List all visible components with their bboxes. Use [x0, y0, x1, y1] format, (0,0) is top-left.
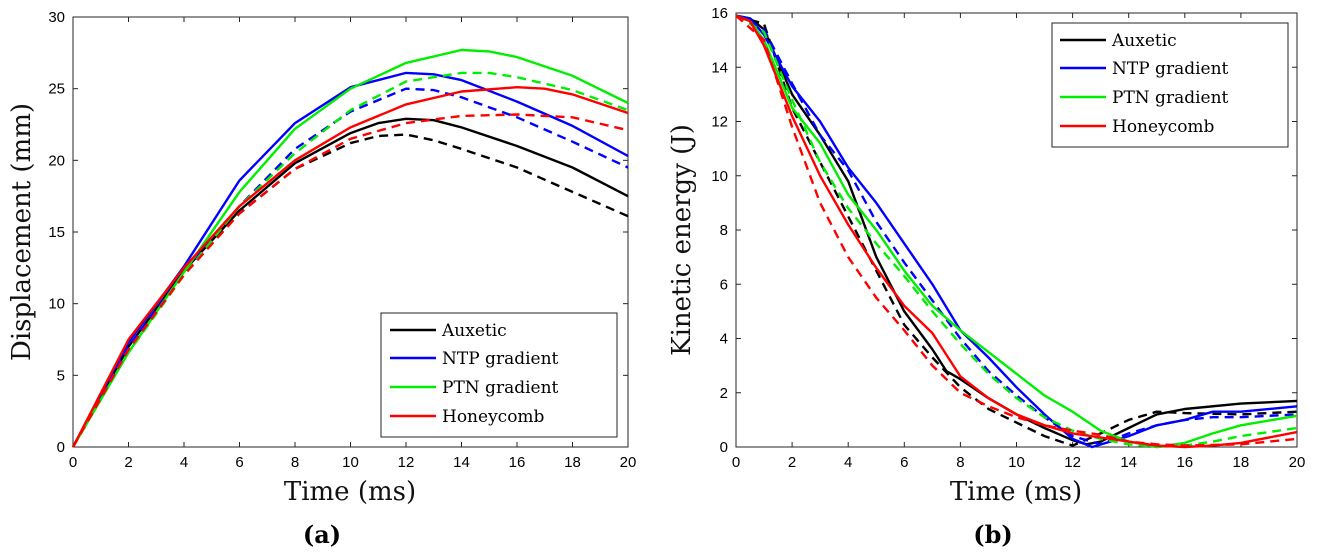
panel-b-y-tick-label: 16 [711, 5, 728, 22]
panel-a-legend-ntp: NTP gradient [442, 349, 559, 369]
panel-b-x-tick-label: 18 [1233, 454, 1250, 471]
panel-b-kinetic-energy-chart: 0 2 4 6 8 10 12 14 16 18 20 0 2 4 6 8 10 12 14 16 Kinetic e… [667, 5, 1305, 549]
panel-a-y-tick-label: 0 [57, 439, 65, 456]
panel-a-x-tick-label: 14 [453, 454, 470, 471]
panel-a-x-axis-label: Time (ms) [284, 477, 416, 507]
panel-a-x-tick-label: 8 [291, 454, 299, 471]
panel-a-y-tick-label: 20 [48, 152, 65, 169]
panel-a-series-honeycomb [71, 85, 629, 448]
panel-a-series-ptn-gradient [71, 48, 629, 448]
panel-a-x-tick-label: 2 [124, 454, 132, 471]
panel-a-x-tick-label: 18 [564, 454, 581, 471]
panel-a-x-tick-label: 4 [180, 454, 188, 471]
panel-a-x-tick-label: 6 [235, 454, 243, 471]
panel-b-caption: (b) [973, 520, 1013, 549]
panel-b-x-tick-label: 12 [1064, 454, 1081, 471]
panel-a-legend: Auxetic NTP gradient PTN gradient Honeyc… [380, 312, 618, 438]
panel-a-x-tick-label: 10 [342, 454, 359, 471]
panel-b-legend: Auxetic NTP gradient PTN gradient Honeyc… [1051, 22, 1289, 148]
panel-a-legend-honeycomb: Honeycomb [442, 407, 545, 427]
panel-b-legend-honeycomb: Honeycomb [1112, 117, 1215, 137]
panel-a-series-ptn-gradient-dashed [71, 71, 629, 448]
panel-b-x-tick-label: 10 [1008, 454, 1025, 471]
panel-b-series-ntp-gradient-dashed [735, 14, 1298, 446]
panel-a-series-honeycomb-dashed [71, 113, 629, 448]
panel-b-y-tick-label: 8 [720, 222, 728, 239]
panel-a-series-ntp-gradient-dashed [71, 87, 629, 448]
panel-b-y-tick-label: 12 [711, 114, 728, 131]
panel-b-y-tick-label: 2 [720, 385, 728, 402]
panel-b-y-tick-label: 6 [720, 276, 728, 293]
panel-a-y-tick-label: 30 [48, 9, 65, 26]
panel-b-legend-auxetic: Auxetic [1111, 31, 1177, 51]
panel-b-y-axis-label: Kinetic energy (J) [667, 124, 697, 356]
panel-b-x-tick-label: 0 [732, 454, 740, 471]
panel-a-x-tick-label: 20 [620, 454, 637, 471]
panel-b-x-tick-label: 8 [956, 454, 964, 471]
panel-a-y-tick-label: 25 [48, 81, 65, 98]
panel-b-legend-ntp: NTP gradient [1112, 59, 1229, 79]
panel-b-series [735, 14, 1298, 449]
panel-b-x-tick-label: 14 [1120, 454, 1137, 471]
panel-b-x-tick-label: 2 [788, 454, 796, 471]
panel-a-series-auxetic-dashed [71, 133, 629, 448]
panel-a-caption: (a) [303, 520, 341, 549]
panel-b-series-ntp-gradient [735, 14, 1298, 449]
panel-a-y-tick-label: 15 [48, 224, 65, 241]
panel-a-ticks: 0 2 4 6 8 10 12 14 16 18 20 0 5 10 15 20 25 30 [48, 9, 636, 471]
panel-b-series-honeycomb-dashed [735, 14, 1298, 447]
panel-b-y-tick-label: 10 [711, 168, 728, 185]
panel-a-y-tick-label: 10 [48, 296, 65, 313]
panel-a-legend-auxetic: Auxetic [441, 321, 507, 341]
panel-b-y-tick-label: 14 [711, 59, 728, 76]
panel-b-y-tick-label: 0 [720, 439, 728, 456]
panel-b-x-tick-label: 4 [844, 454, 852, 471]
panel-b-legend-ptn: PTN gradient [1112, 88, 1229, 108]
panel-a-displacement-chart: 0 2 4 6 8 10 12 14 16 18 20 0 5 10 15 20 25 30 Displaceme… [7, 9, 636, 549]
panel-b-series-ptn-gradient-dashed [735, 14, 1298, 449]
panel-a-x-tick-label: 0 [69, 454, 77, 471]
panel-a-legend-ptn: PTN gradient [442, 378, 559, 398]
panel-b-series-honeycomb [735, 14, 1298, 449]
panel-b-y-tick-label: 4 [720, 331, 728, 348]
panel-a-series [71, 48, 629, 448]
panel-b-x-tick-label: 6 [900, 454, 908, 471]
panel-b-ticks: 0 2 4 6 8 10 12 14 16 18 20 0 2 4 6 8 10 12 14 16 [711, 5, 1305, 471]
panel-b-series-auxetic-dashed [735, 14, 1298, 447]
panel-b-x-axis-label: Time (ms) [950, 477, 1082, 507]
panel-b-x-tick-label: 16 [1176, 454, 1193, 471]
panel-a-y-tick-label: 5 [57, 367, 65, 384]
panel-a-x-tick-label: 16 [509, 454, 526, 471]
panel-b-x-tick-label: 20 [1289, 454, 1306, 471]
panel-a-y-axis-label: Displacement (mm) [7, 103, 37, 361]
panel-a-x-tick-label: 12 [398, 454, 415, 471]
